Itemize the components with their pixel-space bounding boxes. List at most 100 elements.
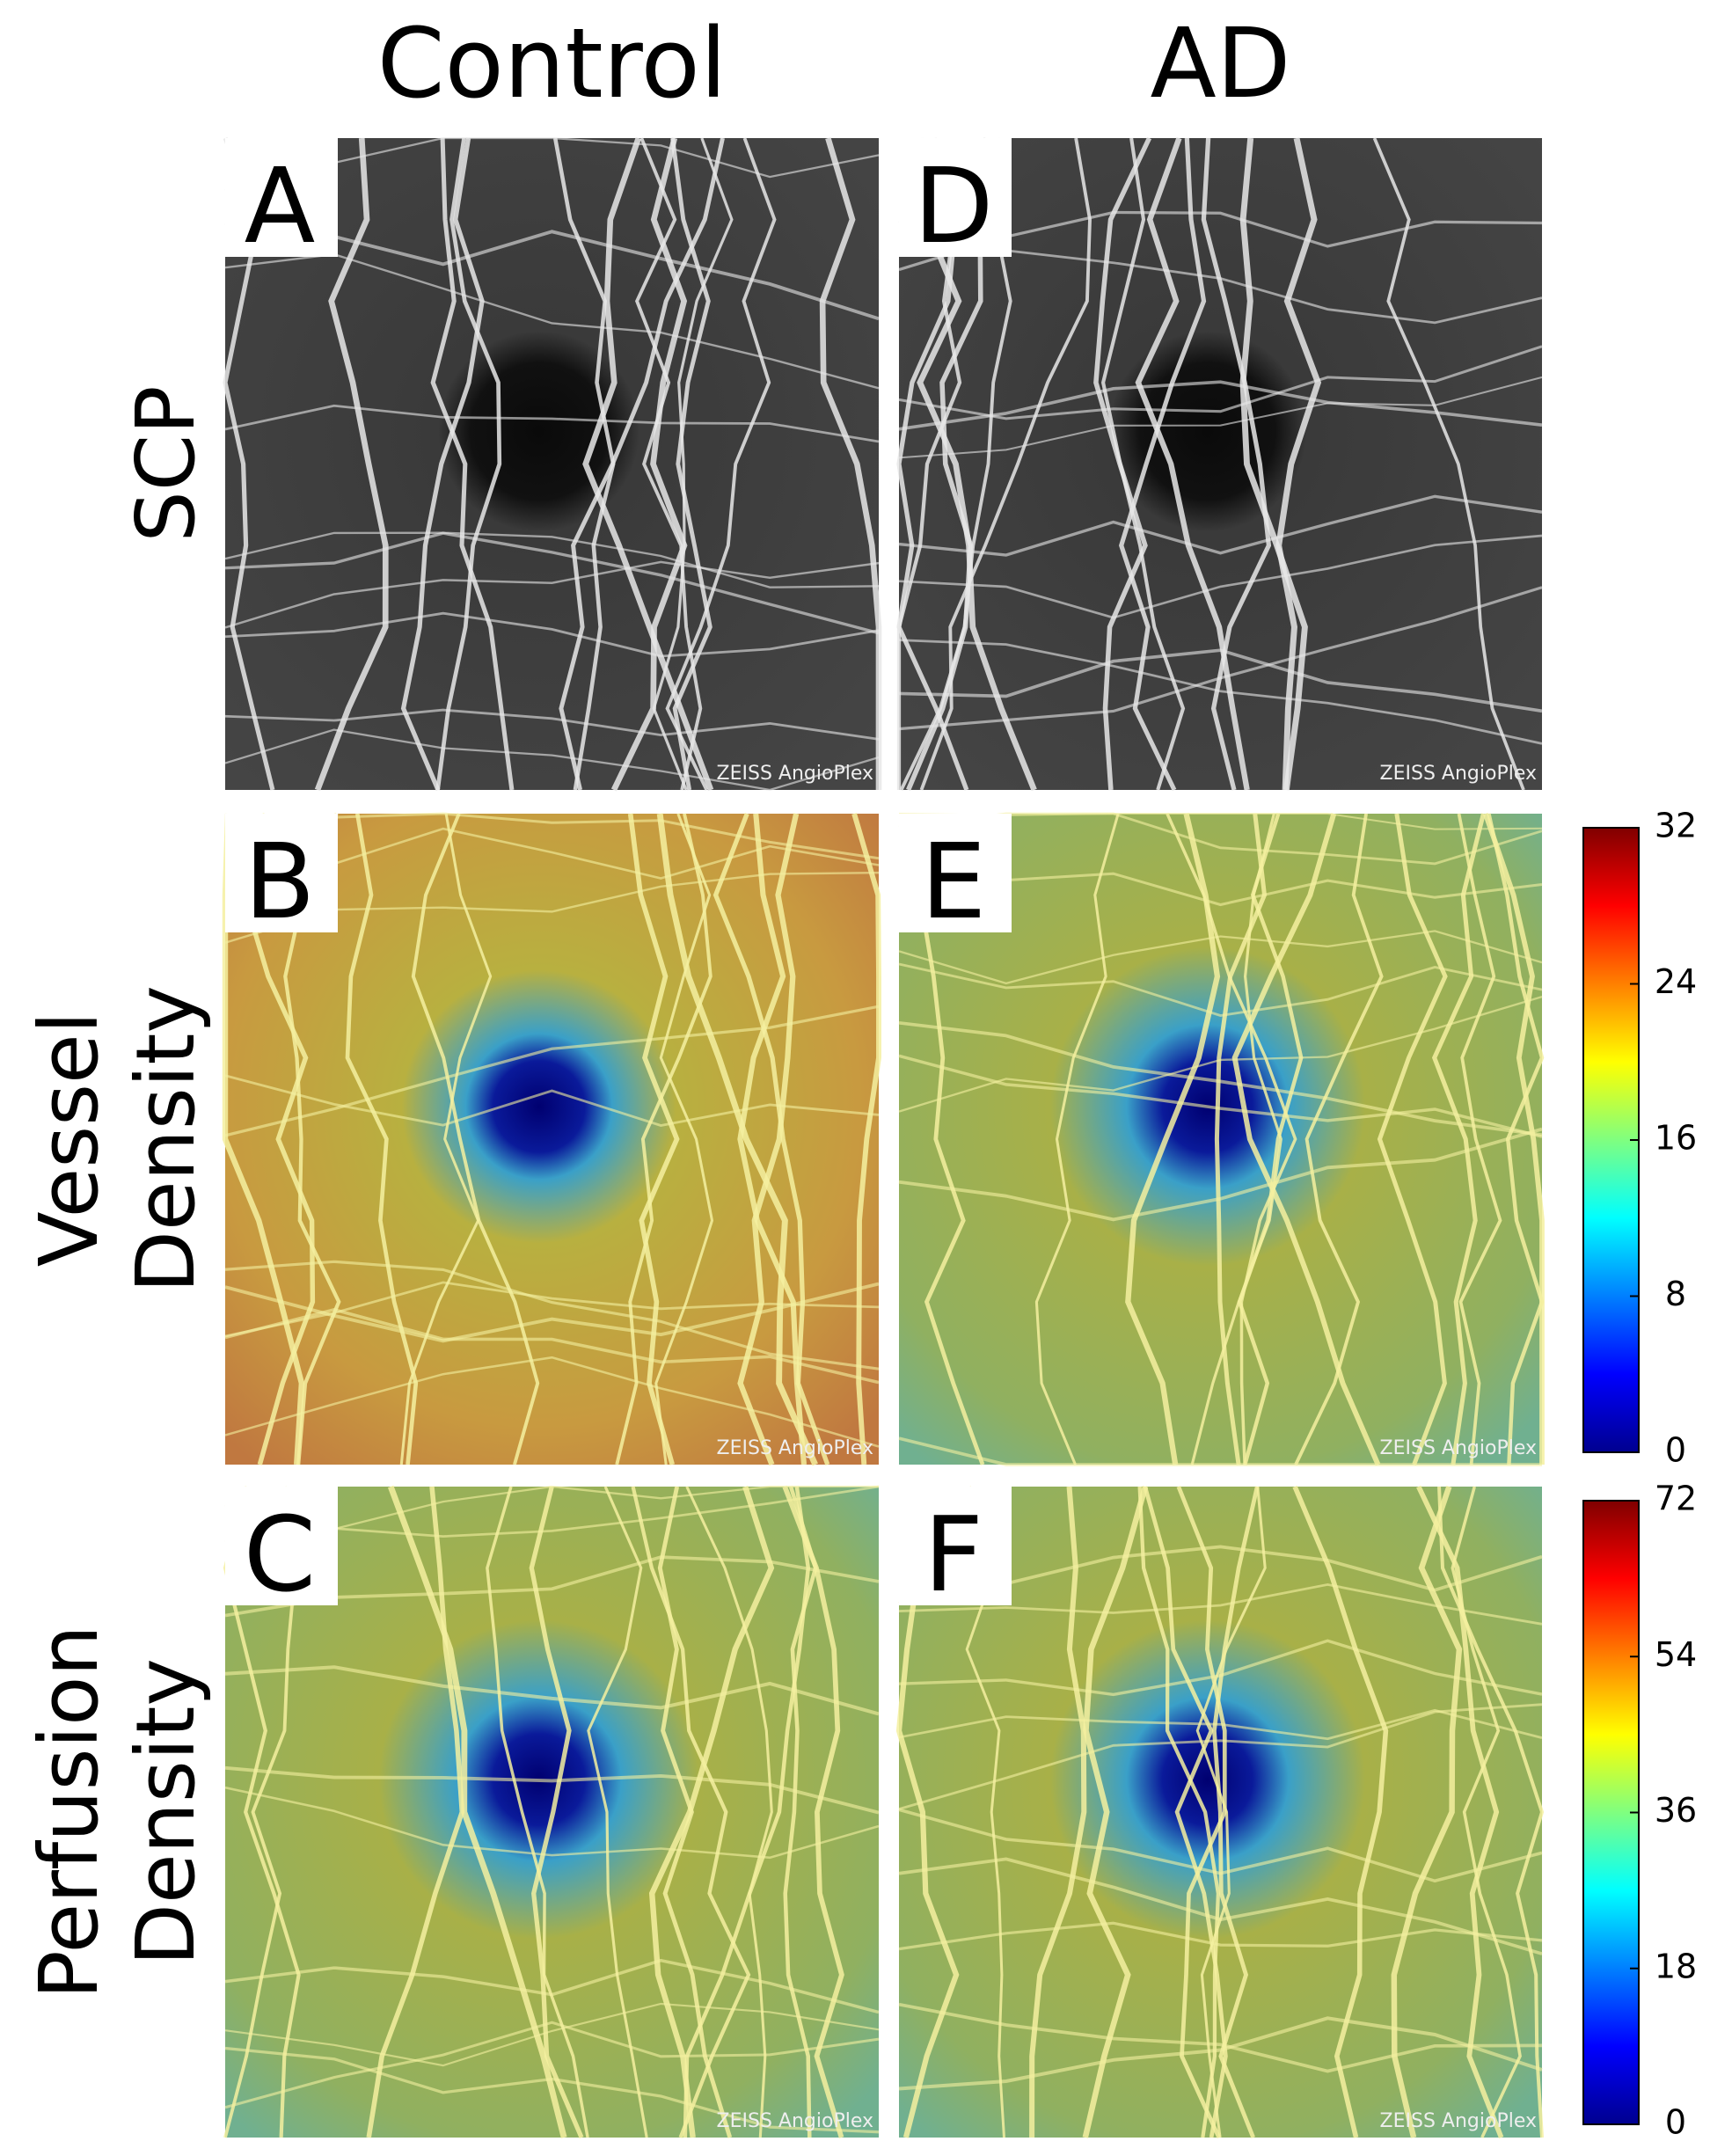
vessel xyxy=(224,531,880,588)
panel-letter: D xyxy=(914,145,994,267)
vessel xyxy=(1451,1486,1522,2138)
vessel xyxy=(224,2002,880,2067)
vessel xyxy=(782,1485,844,2138)
colorbar-tick-label: 0 xyxy=(1665,2103,1686,2142)
watermark: ZEISS AngioPlex xyxy=(1380,2110,1537,2132)
vessel xyxy=(1457,813,1502,1465)
vessel xyxy=(898,1708,1543,1741)
vessel xyxy=(1214,813,1268,1465)
vessel xyxy=(898,1054,1543,1138)
colorbar xyxy=(1582,1500,1640,2125)
vessel xyxy=(898,1639,1543,1697)
letter-box xyxy=(225,1487,338,1605)
row-label: Density xyxy=(119,985,213,1293)
vessel xyxy=(898,376,1543,459)
vessel xyxy=(1195,1486,1267,2138)
vessel xyxy=(783,1486,818,2138)
vessel xyxy=(1135,136,1250,791)
colorbar-tick-label: 72 xyxy=(1655,1480,1697,1518)
vessel xyxy=(898,586,1543,731)
vessel xyxy=(898,648,1543,713)
vessel xyxy=(819,137,882,790)
vessel xyxy=(1176,1486,1227,2138)
watermark: ZEISS AngioPlex xyxy=(717,1437,873,1459)
colorbar-tick-label: 24 xyxy=(1655,962,1697,1001)
row-label: Vessel xyxy=(22,1012,116,1267)
vessel xyxy=(224,1665,880,1716)
vessel xyxy=(683,1486,811,2138)
vessel xyxy=(224,1356,880,1448)
vessel xyxy=(631,1486,751,2138)
vessel xyxy=(685,1486,773,2138)
vessel xyxy=(224,1282,880,1343)
vessel xyxy=(898,1857,1543,1955)
vessel xyxy=(224,1765,880,1815)
vessel xyxy=(224,404,880,443)
vessel xyxy=(400,137,485,792)
letter-box xyxy=(899,138,1012,257)
vessel xyxy=(1137,1486,1221,2138)
vessel xyxy=(224,1281,880,1338)
vessel xyxy=(529,1486,584,2139)
vessel xyxy=(224,1260,880,1370)
vessel xyxy=(224,728,880,792)
vessel xyxy=(712,813,830,1465)
vessel xyxy=(1239,137,1308,791)
panel-letter: F xyxy=(924,1494,983,1615)
vessel xyxy=(1437,1486,1545,2138)
vessel xyxy=(1372,137,1525,791)
vessel xyxy=(627,813,680,1465)
vessel xyxy=(224,1786,880,1860)
vessel xyxy=(587,1486,648,2138)
vessel xyxy=(1118,137,1207,792)
panel-letter: C xyxy=(244,1494,316,1615)
vessel xyxy=(898,380,1543,431)
letter-box xyxy=(899,1487,1012,1605)
letter-box xyxy=(899,814,1012,932)
vessel xyxy=(224,708,880,741)
vessel xyxy=(1143,1486,1228,2138)
row-label: Density xyxy=(119,1658,213,1966)
colorbar-tick-label: 54 xyxy=(1655,1635,1697,1674)
vessel xyxy=(224,1307,880,1385)
vessel xyxy=(898,1703,1543,1811)
vessel xyxy=(898,534,1543,619)
vessel xyxy=(652,137,734,791)
vessel xyxy=(665,137,777,791)
vessel xyxy=(898,494,1543,557)
vessel xyxy=(1190,813,1282,1465)
vessel xyxy=(559,137,725,791)
vessel xyxy=(1231,813,1381,1466)
panel-letter: B xyxy=(245,821,316,942)
vessel xyxy=(1034,813,1120,1465)
vessel xyxy=(1237,813,1304,1465)
vessel xyxy=(898,639,1543,745)
vessel xyxy=(1377,813,1448,1465)
vessel xyxy=(1275,137,1322,791)
vessel xyxy=(224,1074,880,1127)
colorbar-tick-label: 8 xyxy=(1665,1275,1686,1313)
vessel xyxy=(224,531,880,635)
watermark: ZEISS AngioPlex xyxy=(1380,1437,1537,1459)
row-label: SCP xyxy=(119,385,213,542)
vessel xyxy=(1211,1486,1260,2138)
colorbar-tick-label: 0 xyxy=(1665,1431,1686,1470)
vessel xyxy=(314,137,389,792)
vessel xyxy=(224,611,880,658)
vessel xyxy=(1082,1486,1149,2138)
vessel xyxy=(224,1958,880,2014)
vessel xyxy=(919,137,1092,791)
vessel xyxy=(898,1020,1543,1137)
vessel xyxy=(224,560,880,629)
vessel xyxy=(1125,813,1221,1465)
panel-image xyxy=(223,136,882,792)
letter-box xyxy=(225,814,338,932)
colorbar-tick-label: 32 xyxy=(1655,807,1697,845)
watermark: ZEISS AngioPlex xyxy=(717,763,873,785)
vessel xyxy=(345,813,419,1465)
letter-box xyxy=(225,138,338,257)
colorbar-tick-label: 16 xyxy=(1655,1119,1697,1158)
vessel xyxy=(898,1921,1543,1951)
vessel xyxy=(898,2016,1543,2091)
